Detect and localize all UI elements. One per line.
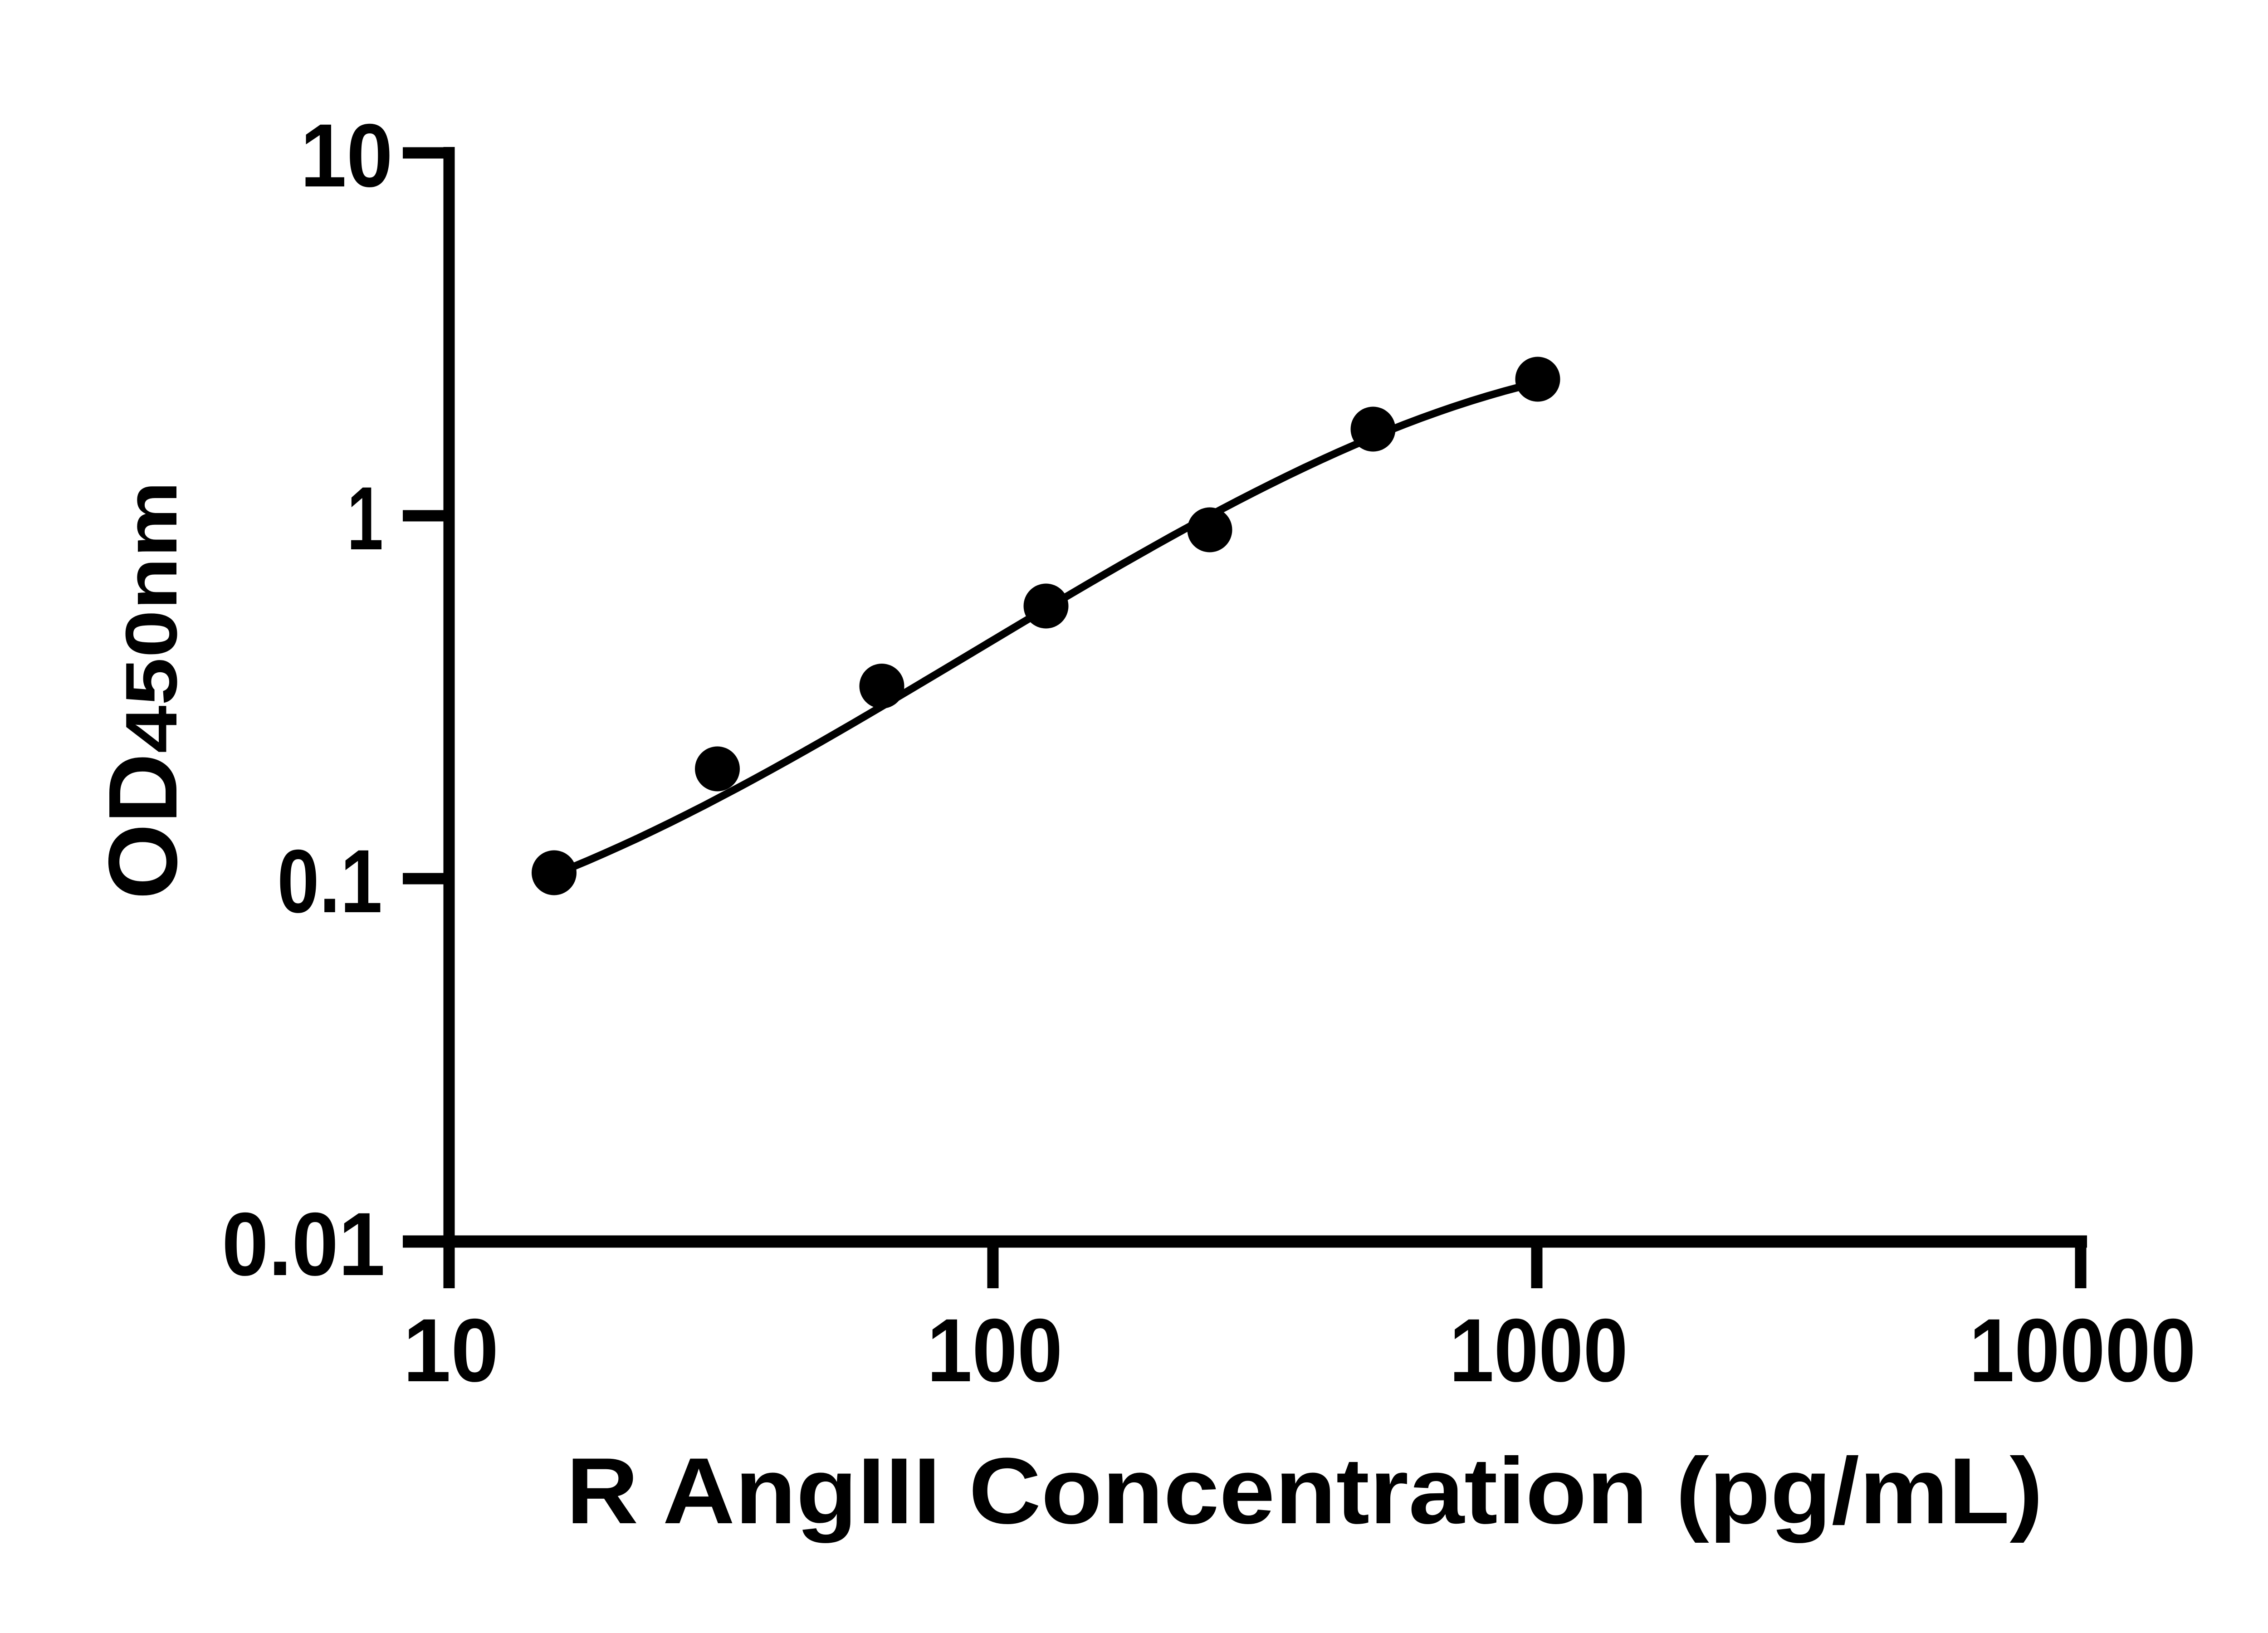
svg-text:10: 10 [403,1300,499,1400]
svg-text:450nm: 450nm [111,481,192,753]
svg-text:OD: OD [88,753,197,900]
svg-text:10000: 10000 [1969,1300,2196,1400]
svg-text:1: 1 [347,468,383,568]
svg-text:10: 10 [300,105,393,205]
svg-text:R AngIII Concentration (pg/mL): R AngIII Concentration (pg/mL) [566,1438,2043,1543]
svg-text:0.01: 0.01 [222,1194,385,1294]
svg-text:1000: 1000 [1449,1300,1628,1400]
svg-text:0.1: 0.1 [277,831,382,931]
svg-text:100: 100 [927,1300,1063,1400]
